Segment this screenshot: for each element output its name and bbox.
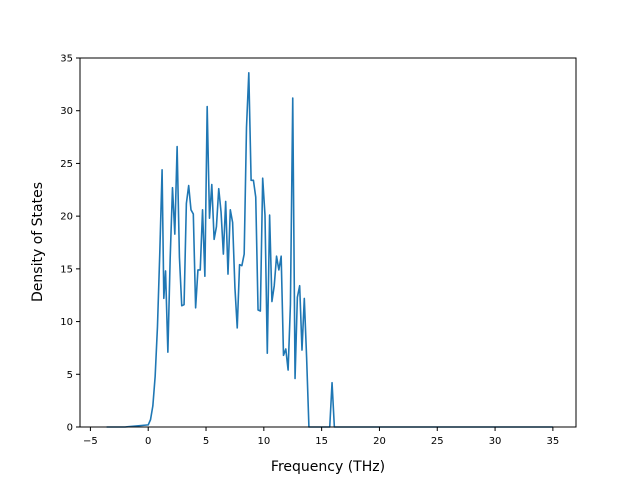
x-axis-label: Frequency (THz) <box>271 459 385 475</box>
y-tick-label: 35 <box>60 54 73 65</box>
y-tick-label: 0 <box>67 423 73 434</box>
x-tick-label: 15 <box>315 436 328 447</box>
dos-series-line <box>106 71 553 428</box>
y-axis-ticks: 0 5 10 15 20 25 30 35 <box>60 54 80 434</box>
y-tick-label: 30 <box>60 106 73 117</box>
x-tick-label: 35 <box>547 436 560 447</box>
x-tick-label: 10 <box>257 436 270 447</box>
y-axis-label: Density of States <box>30 182 46 302</box>
x-tick-label: 20 <box>373 436 386 447</box>
y-tick-label: 5 <box>67 370 73 381</box>
y-tick-label: 25 <box>60 159 73 170</box>
plot-area <box>80 58 576 427</box>
series-layer <box>106 71 553 428</box>
x-tick-label: 25 <box>431 436 444 447</box>
x-tick-label: −5 <box>83 436 98 447</box>
x-tick-label: 0 <box>145 436 151 447</box>
axes-frame <box>79 57 577 428</box>
x-tick-label: 30 <box>489 436 502 447</box>
x-tick-label: 5 <box>203 436 209 447</box>
x-axis-ticks: −5 0 5 10 15 20 25 30 35 <box>83 427 559 447</box>
y-tick-label: 10 <box>60 317 73 328</box>
y-tick-label: 15 <box>60 264 73 275</box>
y-tick-label: 20 <box>60 212 73 223</box>
